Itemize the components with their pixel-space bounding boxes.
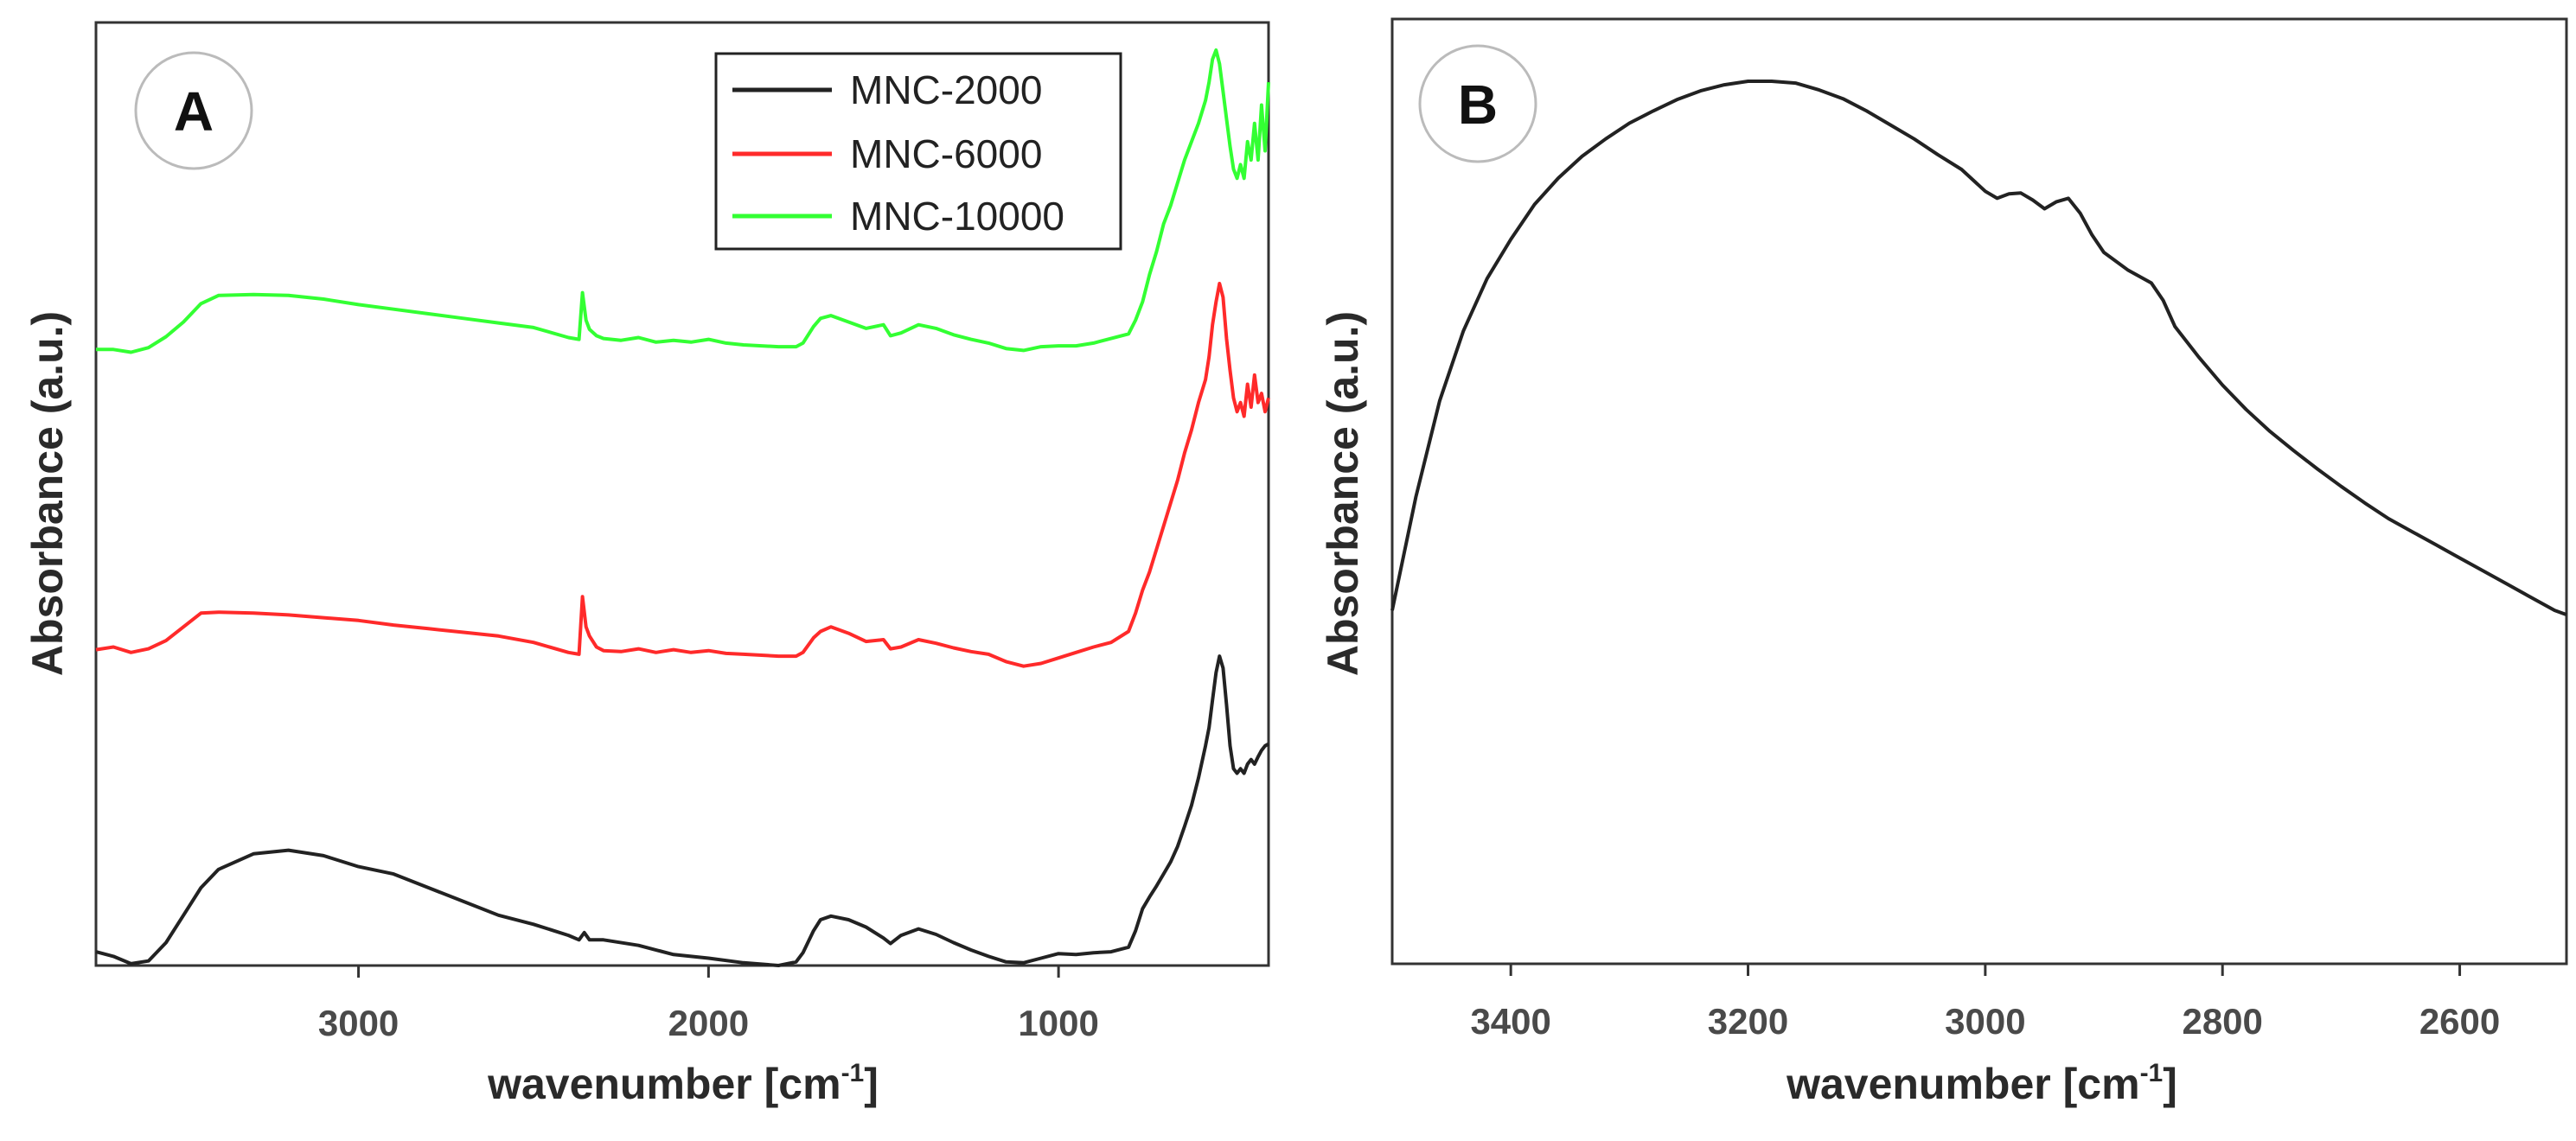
panel-b-badge: B — [1418, 44, 1537, 163]
panel-a: 3000 2000 1000 Absorbance (a.u.) wavenumbe… — [23, 21, 1270, 1108]
panel-b-x-tick-label: 3400 — [1470, 1001, 1550, 1042]
legend-box — [714, 52, 1122, 251]
panel-a-x-ticks: 3000 2000 1000 — [318, 966, 1099, 1043]
panel-a-badge-circle — [134, 51, 253, 170]
panel-b-x-tick-label: 2600 — [2419, 1001, 2500, 1042]
panel-a-x-axis-title-sup: -1 — [841, 1059, 865, 1087]
panel-b-x-axis-title: wavenumber [cm-1] — [1786, 1059, 2177, 1108]
panel-a-badge: A — [134, 51, 253, 170]
panel-a-series-mnc-10000 — [96, 48, 1270, 354]
panel-b-plot-frame — [1390, 17, 2568, 966]
panel-a-series-mnc-2000 — [95, 654, 1269, 967]
panel-a-x-axis-title: wavenumber [cm-1] — [487, 1059, 879, 1108]
panel-a-series-mnc-6000 — [95, 282, 1270, 668]
panel-a-x-axis-title-main: wavenumber [cm — [487, 1060, 841, 1108]
panel-a-x-axis-title-end: ] — [864, 1060, 879, 1108]
panel-a-x-tick-label: 3000 — [318, 1003, 399, 1043]
legend-label-mnc-6000: MNC-6000 — [850, 131, 1042, 176]
panel-a-badge-letter: A — [174, 80, 214, 143]
panel-b-x-tick-label: 3000 — [1945, 1001, 2025, 1042]
panel-b: 3400 3200 3000 2800 2600 Absorbance (a.u.) w… — [1319, 17, 2568, 1108]
legend-label-mnc-10000: MNC-10000 — [850, 194, 1064, 239]
panel-a-x-tick-label: 1000 — [1018, 1003, 1098, 1043]
panel-a-x-tick-label: 2000 — [668, 1003, 749, 1043]
panel-b-badge-letter: B — [1458, 73, 1498, 136]
panel-b-x-axis-title-main: wavenumber [cm — [1786, 1060, 2139, 1108]
legend: MNC-2000 MNC-6000 MNC-10000 — [714, 52, 1122, 251]
panel-b-x-tick-label: 3200 — [1708, 1001, 1788, 1042]
panel-b-y-axis-title: Absorbance (a.u.) — [1319, 311, 1367, 676]
panel-a-series-group — [95, 48, 1270, 967]
panel-a-y-axis-title: Absorbance (a.u.) — [23, 311, 72, 676]
panel-b-x-tick-label: 2800 — [2182, 1001, 2262, 1042]
panel-b-series-spectrum — [1390, 80, 2567, 616]
panel-b-x-axis-title-sup: -1 — [2140, 1059, 2164, 1087]
panel-b-x-ticks: 3400 3200 3000 2800 2600 — [1470, 964, 2500, 1042]
panel-b-x-axis-title-end: ] — [2163, 1060, 2177, 1108]
legend-label-mnc-2000: MNC-2000 — [850, 67, 1042, 112]
panel-b-series-group — [1390, 80, 2567, 616]
panel-b-badge-circle — [1418, 44, 1537, 163]
